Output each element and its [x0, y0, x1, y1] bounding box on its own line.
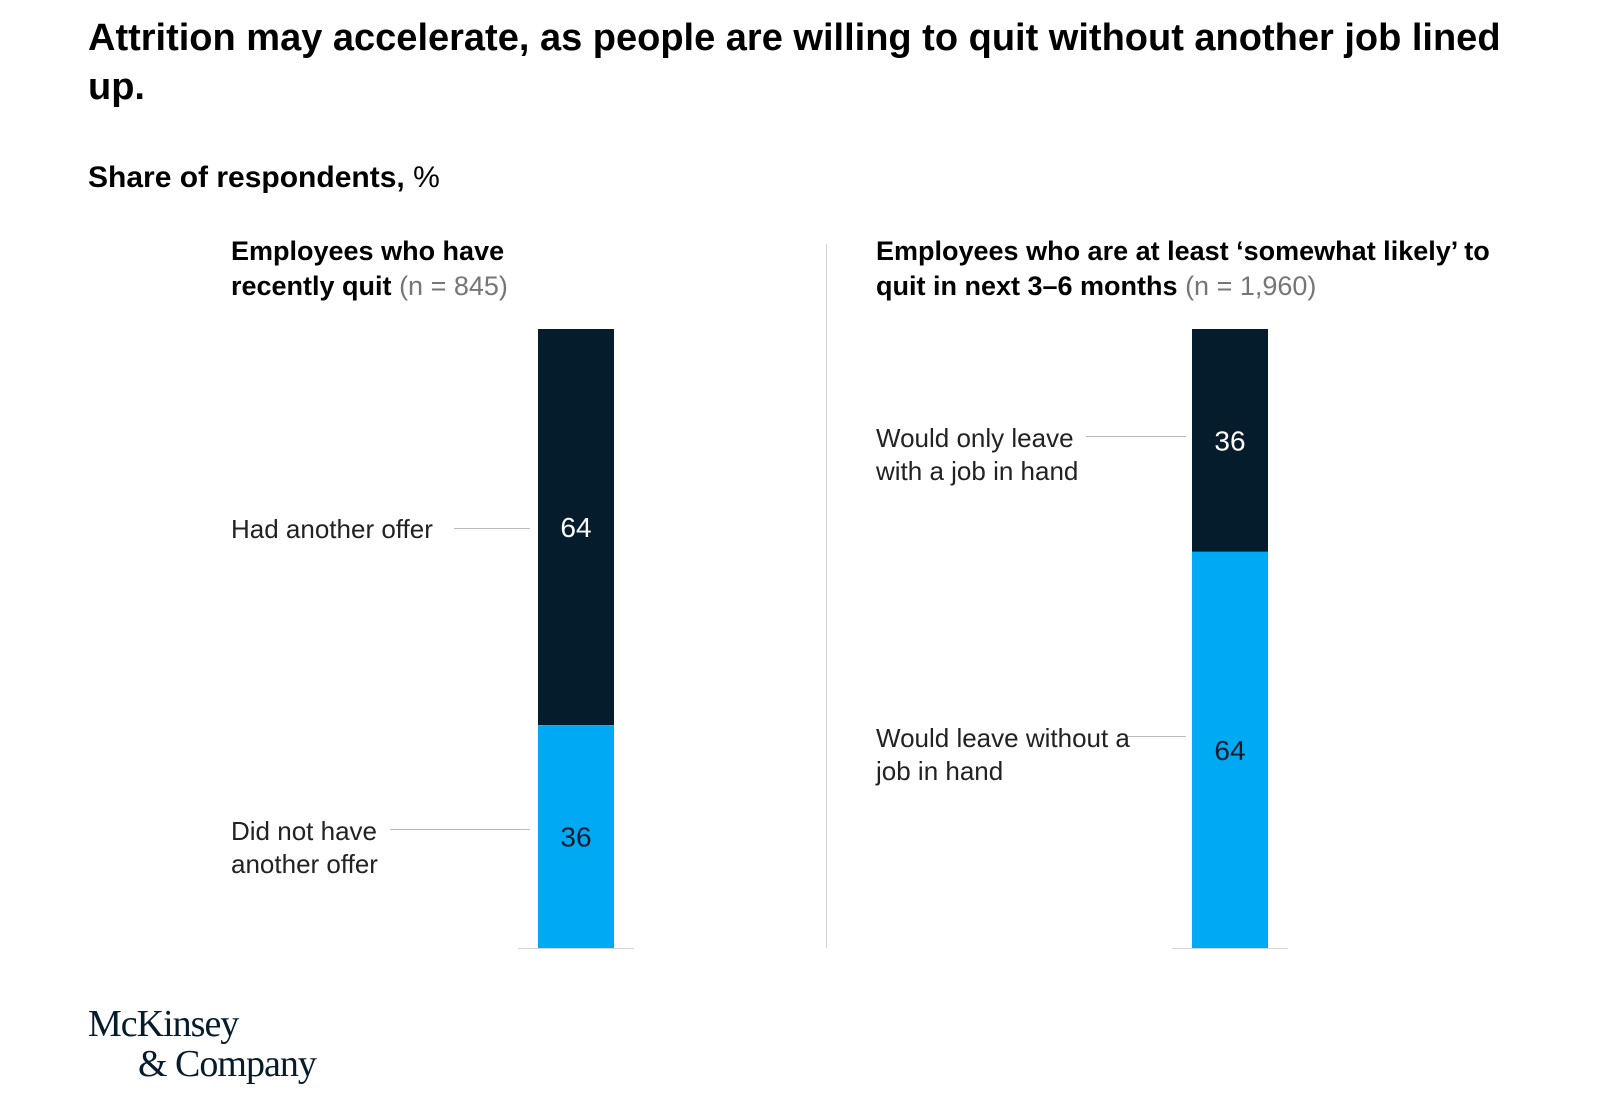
segment-label-had-another-offer: Had another offer	[231, 514, 433, 544]
chart-title: Attrition may accelerate, as people are …	[88, 17, 1501, 108]
panel-sample-size: (n = 845)	[399, 271, 508, 301]
data-label-0-0: 64	[560, 512, 591, 543]
panel-title-text: Employees who have recently quit	[231, 236, 505, 301]
data-label-1-0: 36	[1214, 425, 1245, 456]
bar-baseline	[518, 948, 634, 949]
bar-segment-1-0	[1192, 329, 1268, 552]
bar-segment-1-1	[1192, 551, 1268, 948]
leader-line	[390, 829, 530, 830]
leader-line	[1128, 736, 1186, 737]
mckinsey-logo: McKinsey & Company	[88, 1003, 317, 1085]
leader-line	[1086, 436, 1186, 437]
segment-label-leave-without-job: Would leave without a job in hand	[876, 723, 1130, 786]
panel-title-likely-to-quit: Employees who are at least ‘somewhat lik…	[876, 234, 1496, 304]
panel-sample-size: (n = 1,960)	[1185, 271, 1317, 301]
panel-divider	[826, 244, 827, 948]
data-label-0-1: 36	[560, 822, 591, 853]
chart-subtitle: Share of respondents, %	[88, 160, 440, 196]
bar-segment-0-1	[538, 725, 614, 948]
panel-title-recently-quit: Employees who have recently quit (n = 84…	[231, 234, 551, 304]
bar-segment-0-0	[538, 329, 614, 726]
segment-label-did-not-have-offer: Did not have another offer	[231, 816, 378, 879]
bar-baseline	[1172, 948, 1288, 949]
leader-line	[454, 528, 530, 529]
subtitle-unit: %	[413, 161, 440, 194]
segment-label-only-leave-with-job: Would only leave with a job in hand	[876, 423, 1079, 486]
subtitle-text: Share of respondents,	[88, 161, 405, 194]
panel-title-text: Employees who are at least ‘somewhat lik…	[876, 236, 1490, 301]
logo-line-2: & Company	[138, 1043, 317, 1085]
data-label-1-1: 64	[1214, 735, 1245, 766]
logo-line-1: McKinsey	[88, 1003, 239, 1045]
